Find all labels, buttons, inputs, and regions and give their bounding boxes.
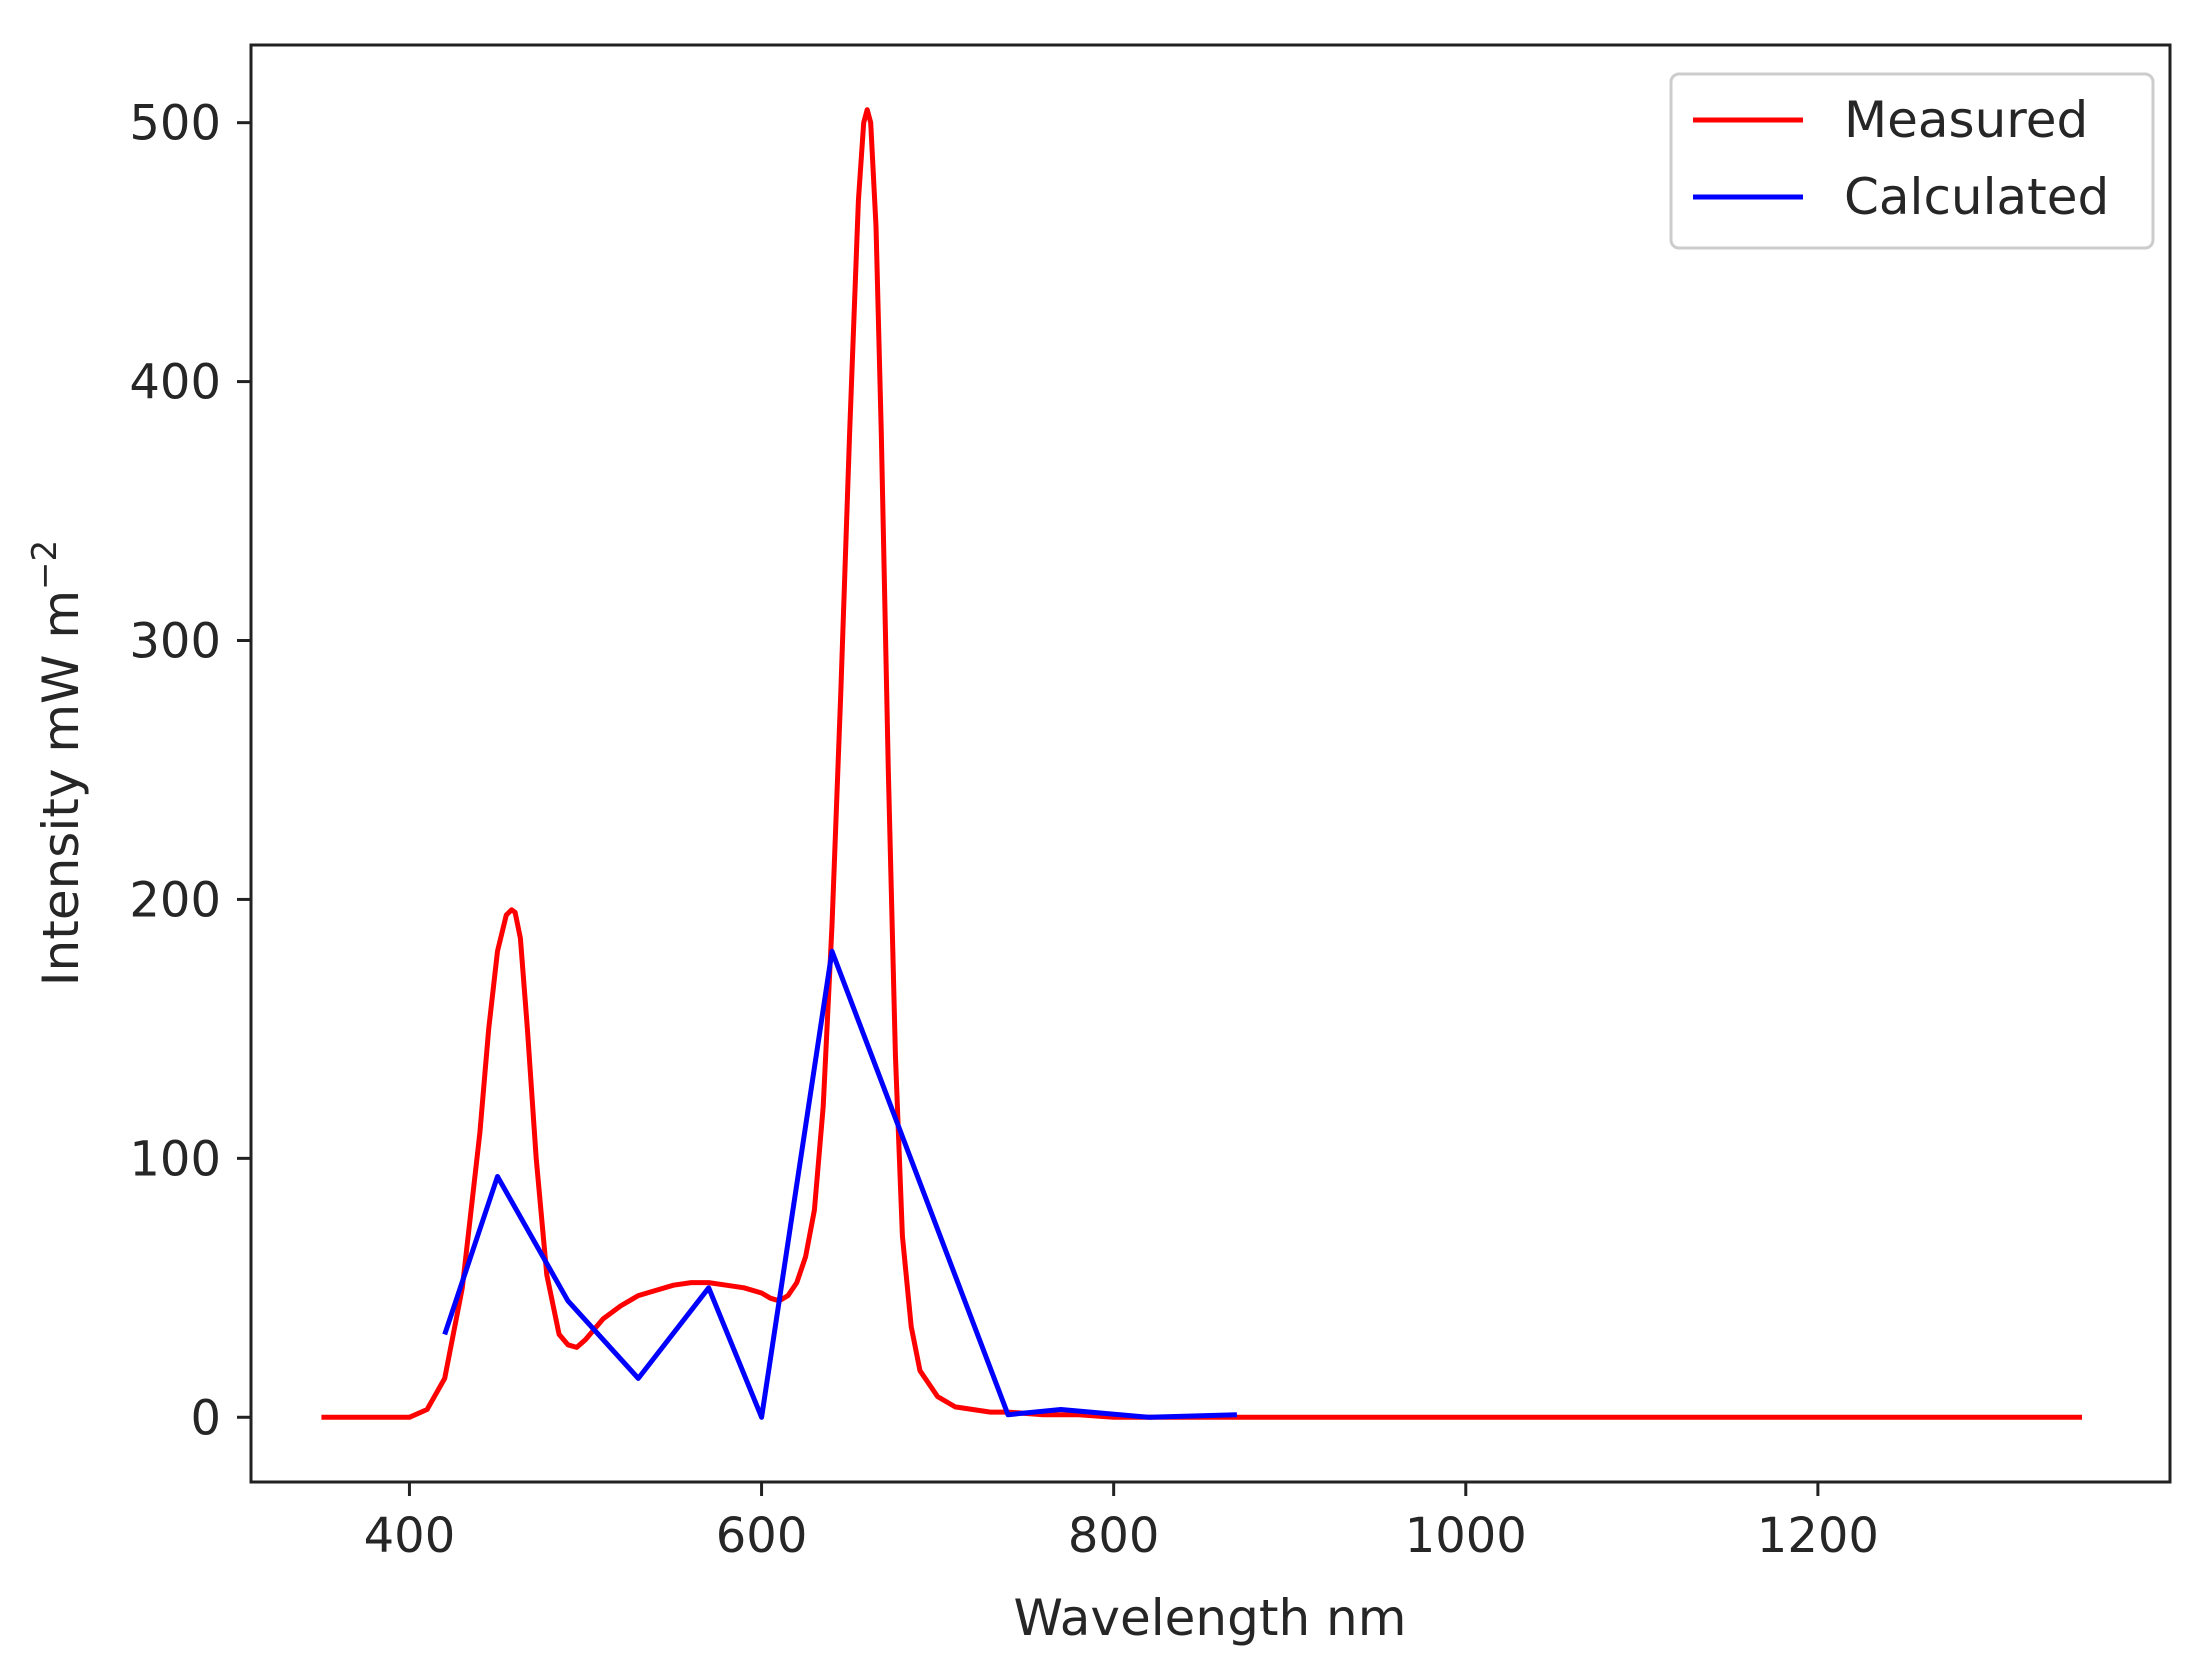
x-tick-label: 600 [716, 1508, 808, 1564]
series-line-measured [321, 107, 2082, 1420]
y-axis-label-main: Intensity mW m [32, 590, 90, 986]
x-tick-label: 800 [1068, 1508, 1160, 1564]
x-tick-label: 400 [364, 1508, 456, 1564]
plot-frame [249, 43, 2172, 1484]
y-tick-label: 400 [129, 355, 221, 411]
legend-label-measured: Measured [1844, 91, 2088, 149]
legend: Measured Calculated [1669, 72, 2155, 250]
y-tick-label: 0 [190, 1390, 221, 1446]
y-tick-label: 300 [129, 614, 221, 670]
y-tick-label: 200 [129, 872, 221, 928]
y-tick-label: 500 [129, 96, 221, 152]
series-line-calculated [442, 948, 1237, 1420]
legend-label-calculated: Calculated [1844, 168, 2109, 226]
series-layer [321, 107, 2082, 1420]
x-axis-label: Wavelength nm [1014, 1589, 1407, 1647]
y-axis-label-superscript: −2 [25, 540, 65, 590]
x-tick-label: 1200 [1757, 1508, 1879, 1564]
ticks-layer: 400 600 800 1000 1200 0 100 200 300 400 500 [129, 96, 1879, 1564]
y-tick-label: 100 [129, 1131, 221, 1187]
x-tick-label: 1000 [1405, 1508, 1527, 1564]
y-axis-label: Intensity mW m−2 [25, 540, 90, 986]
